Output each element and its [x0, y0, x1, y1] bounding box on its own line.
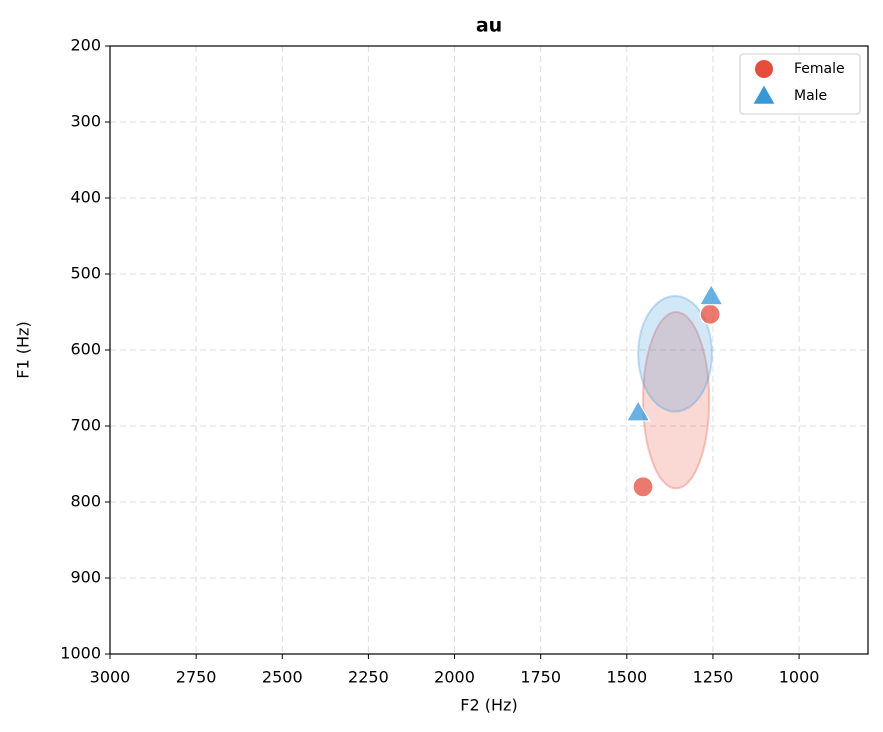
chart-title: au: [476, 15, 502, 37]
y-tick-label: 300: [70, 112, 101, 131]
x-tick-label: 1750: [520, 668, 561, 687]
x-tick-label: 2500: [262, 668, 303, 687]
y-tick-label: 400: [70, 188, 101, 207]
x-tick-label: 3000: [90, 668, 131, 687]
data-point: [625, 399, 651, 422]
x-axis-label: F2 (Hz): [460, 696, 517, 715]
y-tick-label: 1000: [60, 644, 101, 663]
confidence-ellipse: [637, 295, 713, 413]
y-tick-label: 700: [70, 416, 101, 435]
y-axis-label: F1 (Hz): [14, 321, 33, 378]
legend: Female Male: [739, 53, 861, 115]
y-tick-label: 900: [70, 568, 101, 587]
x-tick-label: 2250: [348, 668, 389, 687]
legend-label: Male: [794, 88, 827, 104]
x-tick-label: 2750: [176, 668, 217, 687]
plot-frame: [109, 45, 869, 655]
legend-label: Female: [794, 61, 845, 77]
x-tick-label: 1500: [606, 668, 647, 687]
y-tick-label: 600: [70, 340, 101, 359]
data-point: [632, 476, 654, 498]
legend-marker: [753, 85, 775, 104]
y-tick-label: 500: [70, 264, 101, 283]
x-tick-label: 1250: [693, 668, 734, 687]
y-tick-label: 800: [70, 492, 101, 511]
x-tick-label: 2000: [434, 668, 475, 687]
confidence-ellipse: [642, 311, 711, 490]
y-tick-label: 200: [70, 36, 101, 55]
data-point: [699, 303, 721, 325]
legend-marker: [755, 60, 773, 78]
data-point: [698, 283, 724, 306]
x-tick-label: 1000: [779, 668, 820, 687]
